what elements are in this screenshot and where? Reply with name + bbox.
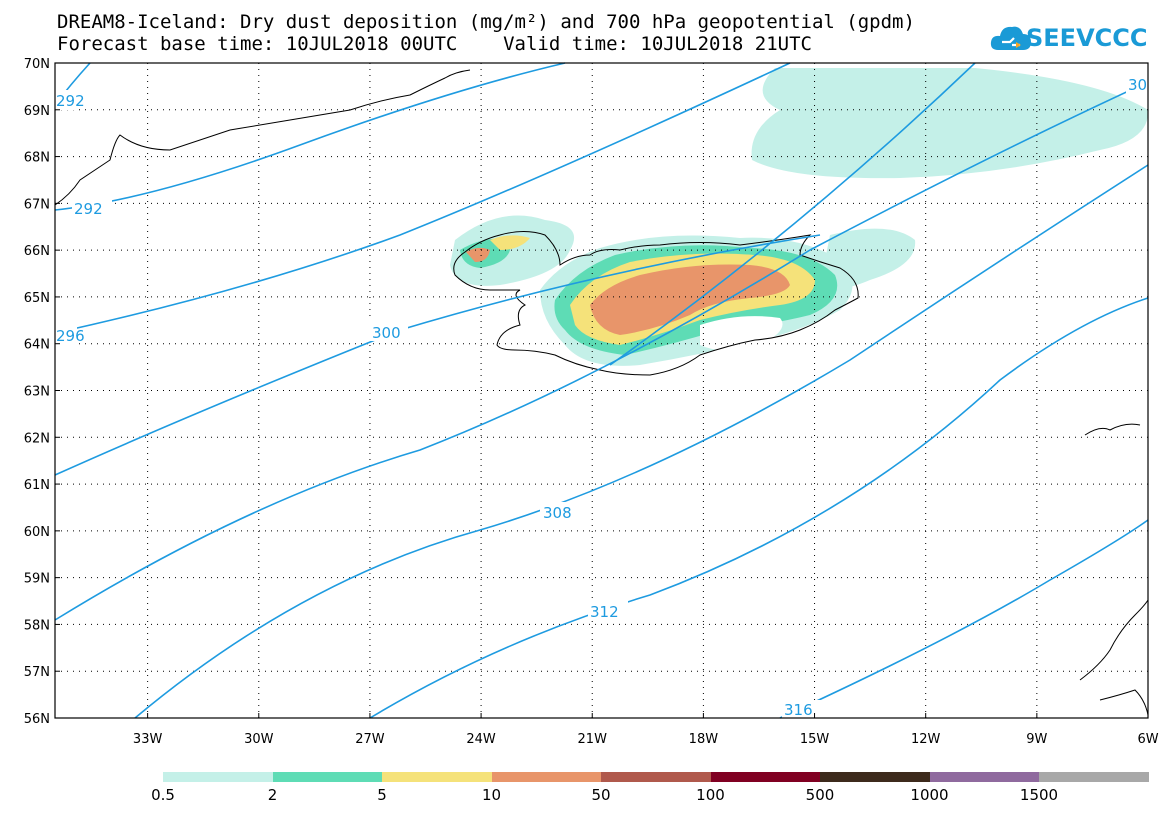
colorbar-swatch [820, 772, 930, 782]
colorbar-tick-label: 0.5 [151, 786, 175, 804]
forecast-times: Forecast base time: 10JUL2018 00UTC Vali… [57, 33, 812, 55]
dust-patch-westfjords [450, 215, 575, 286]
longitude-label: 33W [133, 732, 163, 747]
colorbar-swatch [382, 772, 492, 782]
contour-label: 292 [56, 92, 85, 110]
latitude-label: 68N [24, 151, 50, 166]
contour-label: 308 [543, 504, 572, 522]
map-title: DREAM8-Iceland: Dry dust deposition (mg/… [57, 11, 915, 33]
latitude-label: 64N [24, 338, 50, 353]
contour-label: 316 [784, 701, 813, 719]
longitude-label: 6W [1137, 732, 1158, 747]
contour-label: 30 [1128, 76, 1147, 94]
geopotential-contours [54, 62, 1149, 719]
cloud-logo-icon [990, 26, 1031, 50]
latitude-labels: 70N 69N 68N 67N 66N 65N 64N 63N 62N 61N 60N 59N 58N 5… [24, 57, 60, 727]
latitude-label: 62N [24, 431, 50, 446]
latitude-label: 56N [24, 712, 50, 727]
longitude-label: 9W [1026, 732, 1047, 747]
longitude-label: 21W [578, 732, 608, 747]
contour-labels: 292 292 296 300 308 312 316 30 [55, 74, 1148, 719]
latitude-label: 60N [24, 525, 50, 540]
logo-text: SEEVCCC [1026, 24, 1148, 52]
colorbar-tick-label: 500 [805, 786, 835, 804]
latitude-label: 63N [24, 385, 50, 400]
contour-304 [54, 81, 1149, 621]
contour-316 [779, 519, 1149, 719]
contour-312 [369, 297, 1149, 719]
contour-label: 312 [590, 603, 619, 621]
colorbar-swatch [272, 772, 382, 782]
colorbar-tick-label: 50 [591, 786, 611, 804]
coast-iceland [453, 231, 859, 376]
longitude-label: 12W [911, 732, 941, 747]
longitude-label: 24W [466, 732, 496, 747]
colorbar-swatch [491, 772, 601, 782]
dust-patch-northeast [751, 68, 1149, 179]
latitude-label: 66N [24, 244, 50, 259]
contour-292b [54, 62, 566, 211]
latitude-label: 58N [24, 618, 50, 633]
latitude-label: 69N [24, 104, 50, 119]
latitude-label: 57N [24, 665, 50, 680]
longitude-labels: 33W 30W 27W 24W 21W 18W 15W 12W 9W 6W [133, 713, 1159, 747]
colorbar-tick-label: 1500 [1019, 786, 1059, 804]
colorbar-swatch [1039, 772, 1149, 782]
latitude-label: 61N [24, 478, 50, 493]
colorbar-tick-label: 100 [696, 786, 725, 804]
contour-label: 300 [372, 324, 401, 342]
contour-308 [134, 164, 1149, 719]
colorbar [163, 772, 1149, 782]
longitude-label: 18W [689, 732, 719, 747]
coastlines [54, 69, 1149, 716]
latitude-label: 59N [24, 572, 50, 587]
colorbar-swatch [710, 772, 820, 782]
coast-greenland [54, 69, 471, 206]
colorbar-tick-label: 1000 [910, 786, 949, 804]
contour-label: 296 [56, 327, 85, 345]
longitude-label: 30W [244, 732, 274, 747]
latitude-label: 67N [24, 197, 50, 212]
colorbar-swatch [163, 772, 273, 782]
contour-296 [54, 62, 791, 334]
colorbar-tick-label: 2 [267, 786, 278, 804]
latitude-label: 70N [24, 57, 50, 72]
colorbar-tick-label: 10 [481, 786, 502, 804]
colorbar-swatch [601, 772, 711, 782]
coast-norway [1079, 423, 1149, 716]
dust-shading [450, 68, 1149, 366]
latitude-label: 65N [24, 291, 50, 306]
contour-label: 292 [74, 200, 103, 218]
colorbar-swatch [929, 772, 1039, 782]
colorbar-tick-label: 5 [377, 786, 387, 804]
longitude-label: 15W [800, 732, 830, 747]
longitude-label: 27W [355, 732, 385, 747]
